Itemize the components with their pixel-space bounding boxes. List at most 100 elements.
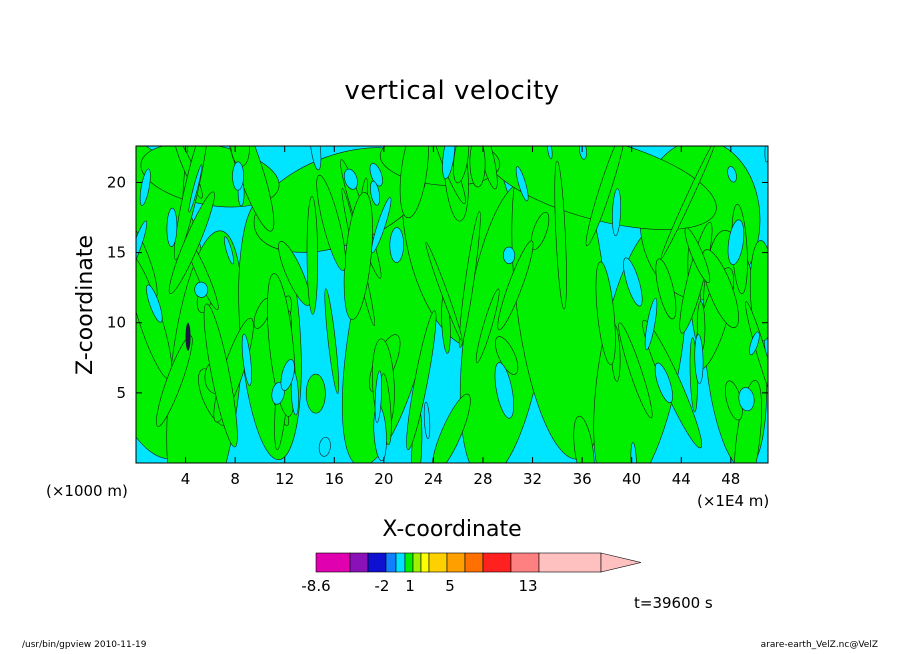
updraft-streak <box>595 261 616 365</box>
updraft-streak <box>431 393 471 463</box>
downdraft-pocket <box>374 370 382 423</box>
downdraft-pocket <box>630 442 637 463</box>
colorbar-swatch <box>428 552 448 573</box>
updraft-streak <box>458 211 481 349</box>
footer-right: arare-earth_VelZ.nc@VelZ <box>760 640 878 650</box>
x-tick-label: 40 <box>622 470 641 488</box>
downdraft-pocket <box>343 168 358 190</box>
colorbar-swatch <box>395 552 406 573</box>
x-unit-left: (×1000 m) <box>46 482 128 500</box>
x-tick-label: 36 <box>573 470 592 488</box>
updraft-streak <box>684 227 711 283</box>
downdraft-pocket <box>579 146 587 160</box>
downdraft-pocket <box>727 166 737 183</box>
updraft-streak <box>305 373 326 414</box>
x-axis-label: X-coordinate <box>382 517 521 542</box>
downdraft-pocket <box>644 297 658 351</box>
updraft-streak <box>554 160 567 310</box>
downdraft-pocket <box>371 197 392 254</box>
updraft-streak <box>618 322 653 419</box>
colorbar-swatch <box>538 552 602 573</box>
colorbar-swatch <box>412 552 422 573</box>
x-tick-label: 4 <box>181 470 191 488</box>
updraft-streak <box>655 258 677 320</box>
updraft-streak <box>173 146 209 260</box>
colorbar-swatch <box>385 552 397 573</box>
colorbar-swatch <box>367 552 387 573</box>
downdraft-pocket <box>442 146 456 180</box>
colorbar-swatch <box>510 552 540 573</box>
downdraft-pocket <box>232 161 244 191</box>
y-axis-label: Z-coordinate <box>73 235 98 375</box>
downdraft-pocket <box>494 362 514 419</box>
downdraft-pocket <box>749 331 760 356</box>
colorbar-label: 13 <box>518 577 537 595</box>
x-unit-right: (×1E4 m) <box>697 492 769 510</box>
plot-area <box>135 145 769 464</box>
updraft-streak <box>679 222 713 334</box>
downdraft-pocket <box>146 284 163 323</box>
downdraft-pocket <box>241 333 252 386</box>
updraft-streak <box>278 241 311 306</box>
updraft-streak <box>324 288 340 394</box>
downdraft-pocket <box>764 146 768 163</box>
updraft-streak <box>406 310 437 451</box>
y-axis: 5 10 15 20 <box>107 173 768 402</box>
downdraft-pocket <box>502 246 516 264</box>
time-label: t=39600 s <box>634 594 713 612</box>
updraft-streak <box>734 380 762 463</box>
updraft-streak <box>497 240 534 331</box>
colorbar-swatch <box>446 552 466 573</box>
x-tick-label: 24 <box>424 470 443 488</box>
updraft-streak <box>530 211 550 250</box>
downdraft-pocket <box>369 162 383 187</box>
colorbar-label: -8.6 <box>301 577 330 595</box>
y-tick-label: 10 <box>107 314 126 332</box>
footer-left: /usr/bin/gpview 2010-11-19 <box>22 640 147 650</box>
x-tick-label: 20 <box>374 470 393 488</box>
updraft-streak <box>660 146 717 259</box>
velocity-field <box>136 146 768 463</box>
downdraft-pocket <box>136 220 148 272</box>
downdraft-pocket <box>318 436 331 457</box>
updraft-streak <box>399 146 429 219</box>
chart-title: vertical velocity <box>344 76 560 106</box>
downdraft-pocket <box>271 382 285 405</box>
downdraft-pocket <box>370 180 380 206</box>
x-tick-label: 32 <box>523 470 542 488</box>
downdraft-pocket <box>546 146 553 160</box>
updraft-streak <box>495 336 519 375</box>
y-tick-label: 15 <box>107 244 126 262</box>
downdraft-pocket <box>727 219 745 265</box>
plot-frame <box>135 145 769 464</box>
updraft-streak <box>469 146 486 188</box>
colorbar-label: 5 <box>445 577 455 595</box>
updraft-streak <box>745 301 768 409</box>
colorbar-swatch <box>482 552 512 573</box>
colorbar-label: 1 <box>405 577 415 595</box>
updraft-streak <box>316 174 346 271</box>
strong-updraft-core <box>185 322 191 351</box>
downdraft-pocket <box>423 401 431 440</box>
x-tick-label: 44 <box>672 470 691 488</box>
downdraft-pocket <box>623 257 643 307</box>
x-tick-label: 16 <box>325 470 344 488</box>
downdraft-pocket <box>389 227 404 263</box>
updraft-streak <box>573 415 595 463</box>
downdraft-pocket <box>223 236 234 265</box>
colorbar-swatch <box>404 552 414 573</box>
y-tick-label: 5 <box>116 384 126 402</box>
updraft-streak <box>425 242 463 341</box>
downdraft-pocket <box>612 188 622 237</box>
colorbar-swatch <box>464 552 484 573</box>
downdraft-pocket <box>166 207 178 248</box>
colorbar-label: -2 <box>375 577 390 595</box>
downdraft-pocket <box>694 334 704 384</box>
x-tick-label: 12 <box>275 470 294 488</box>
colorbar <box>315 552 642 573</box>
downdraft-pocket <box>515 166 529 202</box>
colorbar-arrow <box>600 552 642 573</box>
colorbar-swatch <box>420 552 430 573</box>
updraft-streak <box>585 146 626 247</box>
